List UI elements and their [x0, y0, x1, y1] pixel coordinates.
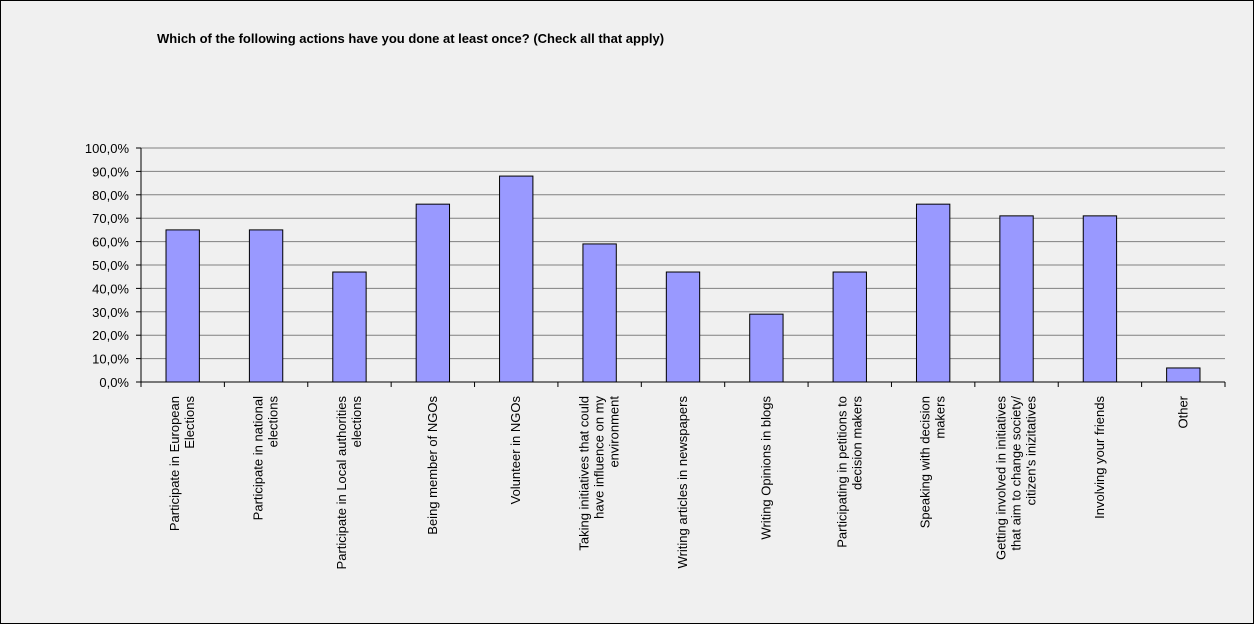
category-label: Writing Opinions in blogs — [758, 396, 773, 540]
category-label-line: Other — [1175, 395, 1190, 428]
y-tick-label: 70,0% — [92, 211, 129, 226]
bar — [999, 215, 1034, 383]
category-label-line: Taking initiatives that could — [577, 396, 592, 551]
bar — [248, 229, 284, 383]
y-tick-label: 40,0% — [92, 281, 129, 296]
y-tick-labels: 0,0% 10,0% 20,0% 30,0% 40,0% 50,0% 60,0% 70,0% 8… — [85, 141, 130, 390]
category-label-line: elections — [349, 396, 364, 448]
category-label-line: Participate in Local authorities — [334, 396, 349, 570]
category-label-line: have influence on my — [592, 396, 607, 519]
bar — [165, 229, 200, 383]
bar — [499, 175, 534, 383]
category-label-line: Writing Opinions in blogs — [758, 396, 773, 540]
category-label-line: Participate in national — [251, 396, 266, 520]
y-tick-label: 50,0% — [92, 258, 129, 273]
y-tick-label: 30,0% — [92, 305, 129, 320]
bar — [1166, 367, 1201, 383]
bar — [915, 203, 951, 383]
category-label: Getting involved in initiativesthat aim … — [994, 396, 1039, 561]
y-tick-label: 20,0% — [92, 328, 129, 343]
bar — [1082, 215, 1118, 383]
category-label-line: decision makers — [849, 396, 864, 490]
category-label-line: Elections — [182, 396, 197, 449]
category-label: Participate in nationalelections — [251, 396, 281, 521]
category-label-line: Writing articles in newspapers — [675, 396, 690, 569]
category-label-line: Getting involved in initiatives — [994, 396, 1009, 561]
bar — [332, 271, 367, 383]
category-label: Taking initiatives that couldhave influe… — [577, 396, 622, 551]
category-label-line: Being member of NGOs — [425, 396, 440, 535]
y-tick-label: 80,0% — [92, 188, 129, 203]
category-label: Participate in EuropeanElections — [167, 396, 197, 532]
category-label-line: Speaking with decision — [918, 396, 933, 528]
bar — [832, 271, 867, 383]
category-label-line: Participate in European — [167, 396, 182, 531]
category-label: Participate in Local authoritieselection… — [334, 396, 364, 570]
category-label-line: that aim to change society/ — [1009, 396, 1024, 551]
category-label-line: citizen's inizitatives — [1024, 396, 1039, 506]
category-label: Involving your friends — [1092, 396, 1107, 519]
bar — [415, 203, 451, 383]
y-tick-label: 10,0% — [92, 352, 129, 367]
bar — [582, 243, 617, 383]
category-label-line: Participating in petitions to — [834, 396, 849, 548]
bar — [749, 313, 784, 383]
category-label: Speaking with decisionmakers — [918, 396, 948, 529]
category-labels: Participate in EuropeanElections Particip… — [167, 395, 1190, 569]
y-tick-label: 90,0% — [92, 164, 129, 179]
bars — [165, 175, 1201, 383]
category-label-line: Involving your friends — [1092, 396, 1107, 519]
category-label-line: elections — [266, 396, 281, 448]
category-label: Volunteer in NGOs — [508, 396, 523, 505]
category-label: Participating in petitions todecision ma… — [834, 396, 864, 548]
chart-title: Which of the following actions have you … — [157, 31, 665, 46]
category-label: Other — [1175, 395, 1190, 428]
category-label: Being member of NGOs — [425, 396, 440, 535]
y-tick-label: 60,0% — [92, 235, 129, 250]
y-tick-label: 100,0% — [85, 141, 130, 156]
category-label: Writing articles in newspapers — [675, 396, 690, 569]
y-tick-label: 0,0% — [99, 375, 129, 390]
axes — [136, 147, 1226, 387]
category-label-line: makers — [933, 396, 948, 439]
category-label-line: environment — [607, 396, 622, 468]
category-label-line: Volunteer in NGOs — [508, 396, 523, 505]
bar — [665, 271, 701, 383]
